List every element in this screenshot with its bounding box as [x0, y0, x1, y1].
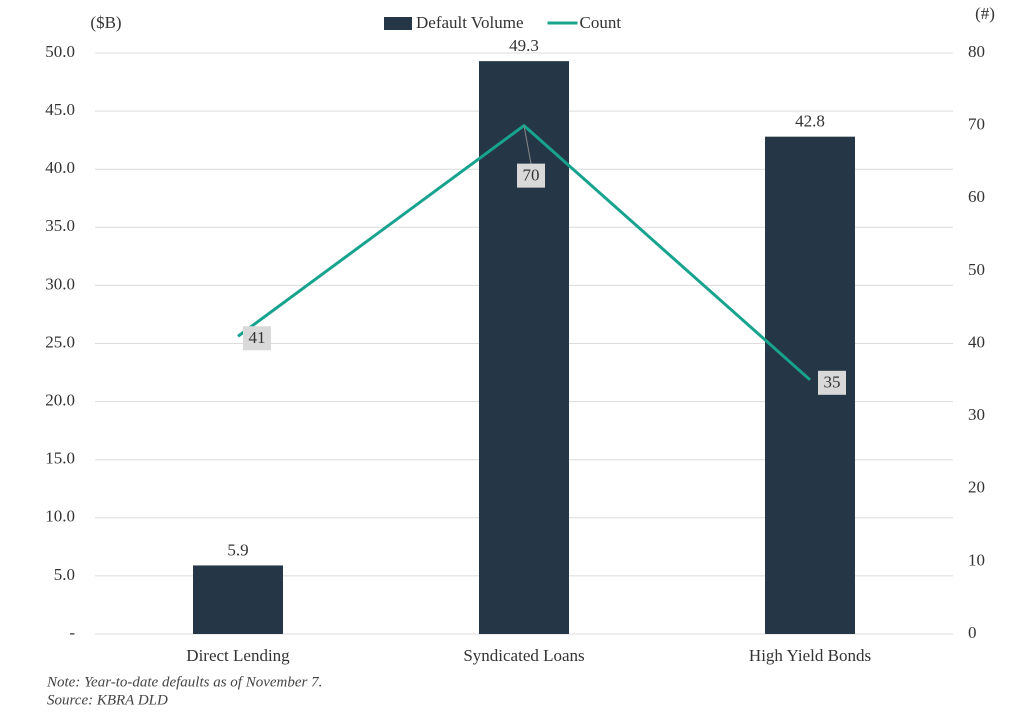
y2-tick-label: 30	[968, 405, 985, 424]
y2-tick-label: 50	[968, 260, 985, 279]
y-tick-label: 30.0	[45, 274, 75, 293]
source: Source: KBRA DLD	[47, 692, 168, 708]
bar	[479, 61, 569, 635]
x-tick-label: Syndicated Loans	[463, 646, 584, 665]
line-label-box	[243, 326, 271, 351]
y-tick-label: 50.0	[45, 42, 75, 61]
y2-tick-label: 10	[968, 550, 985, 569]
y-tick-label: 35.0	[45, 216, 75, 235]
line-value-label: 41	[249, 328, 266, 347]
y-tick-label: -	[69, 623, 75, 642]
y-tick-label: 20.0	[45, 391, 75, 410]
y-tick-label: 5.0	[54, 565, 75, 584]
y2-tick-label: 40	[968, 332, 985, 351]
bar	[193, 565, 283, 634]
y-axis-label: ($B)	[90, 13, 121, 32]
y-tick-label: 45.0	[45, 100, 75, 119]
legend-label: Default Volume	[416, 13, 524, 32]
y-tick-label: 25.0	[45, 332, 75, 351]
line-value-label: 35	[824, 373, 841, 392]
y2-tick-label: 20	[968, 478, 985, 497]
y-tick-label: 15.0	[45, 449, 75, 468]
bar-value-label: 49.3	[509, 36, 539, 55]
y2-tick-label: 60	[968, 187, 985, 206]
x-tick-label: Direct Lending	[186, 646, 290, 665]
note: Note: Year-to-date defaults as of Novemb…	[46, 674, 322, 690]
x-tick-label: High Yield Bonds	[749, 646, 871, 665]
y2-tick-label: 70	[968, 115, 985, 134]
bar-value-label: 5.9	[227, 540, 248, 559]
line-label-box	[517, 163, 545, 188]
y2-axis-label: (#)	[975, 4, 995, 23]
leader-line	[523, 125, 532, 164]
legend-label: Count	[580, 13, 622, 32]
line-label-box	[818, 370, 846, 395]
y-tick-label: 40.0	[45, 158, 75, 177]
y2-tick-label: 0	[968, 623, 977, 642]
y2-tick-label: 80	[968, 42, 985, 61]
legend-swatch	[384, 17, 412, 30]
y-tick-label: 10.0	[45, 507, 75, 526]
bar-value-label: 42.8	[795, 112, 825, 131]
line-value-label: 70	[523, 166, 540, 185]
